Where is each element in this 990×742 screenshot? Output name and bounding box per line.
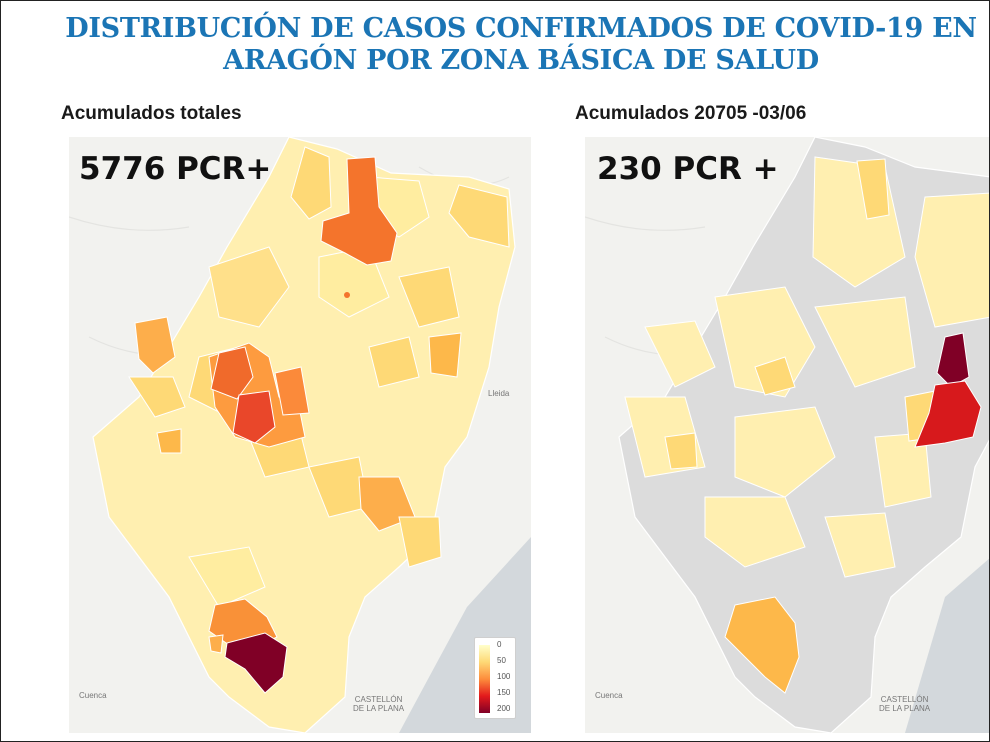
legend-tick: 150 (497, 688, 511, 697)
zone-hotspot (320, 156, 398, 266)
zone (814, 296, 916, 388)
zone-hotspot (210, 346, 254, 400)
zone (428, 332, 462, 378)
zone-hotspot (232, 390, 276, 444)
zone (914, 192, 989, 328)
title-line-2: ARAGÓN POR ZONA BÁSICA DE SALUD (223, 45, 819, 76)
zone (398, 266, 460, 328)
legend-tick: 0 (497, 640, 502, 649)
zone (156, 428, 182, 454)
map-total (69, 137, 531, 733)
zone (368, 336, 420, 388)
zone (724, 596, 800, 694)
zone (824, 512, 896, 578)
legend-tick: 100 (497, 672, 511, 681)
zone (128, 376, 186, 418)
panel-subtitle-total: Acumulados totales (61, 103, 242, 124)
zone (664, 432, 698, 470)
map-label-cuenca: Cuenca (79, 691, 107, 700)
zone-hotspot (344, 292, 350, 298)
zone (188, 546, 266, 608)
zone (704, 496, 806, 568)
legend-color-bar (479, 645, 490, 713)
zone (754, 356, 796, 396)
zone (208, 634, 224, 654)
map-total-svg (69, 137, 531, 733)
zone (134, 316, 176, 374)
title-line-1: DISTRIBUCIÓN DE CASOS CONFIRMADOS DE COV… (65, 13, 977, 44)
sea-area (905, 558, 989, 733)
zone (714, 286, 816, 398)
zone (734, 406, 836, 498)
panel-count-period: 230 PCR + (597, 151, 779, 187)
zone (208, 246, 290, 328)
zone (398, 516, 442, 568)
zone (274, 366, 310, 416)
zone-hotspot (914, 380, 982, 448)
map-period-svg (585, 137, 989, 733)
color-legend: 0 50 100 150 200 (474, 637, 516, 719)
legend-tick: 50 (497, 656, 506, 665)
map-label-cuenca: Cuenca (595, 691, 623, 700)
map-label-castellon: CASTELLÓN DE LA PLANA (353, 695, 405, 713)
zone (290, 146, 332, 220)
map-label-castellon: CASTELLÓN DE LA PLANA (879, 695, 931, 713)
legend-tick: 200 (497, 704, 511, 713)
panel-count-total: 5776 PCR+ (79, 151, 272, 187)
map-period (585, 137, 989, 733)
map-label-lleida: Lleida (488, 389, 510, 398)
panel-subtitle-period: Acumulados 20705 -03/06 (575, 103, 807, 124)
zone-hotspot (224, 632, 288, 694)
zone (448, 184, 510, 248)
zone (644, 320, 716, 388)
zone (856, 158, 890, 220)
infographic-title: DISTRIBUCIÓN DE CASOS CONFIRMADOS DE COV… (1, 13, 989, 77)
